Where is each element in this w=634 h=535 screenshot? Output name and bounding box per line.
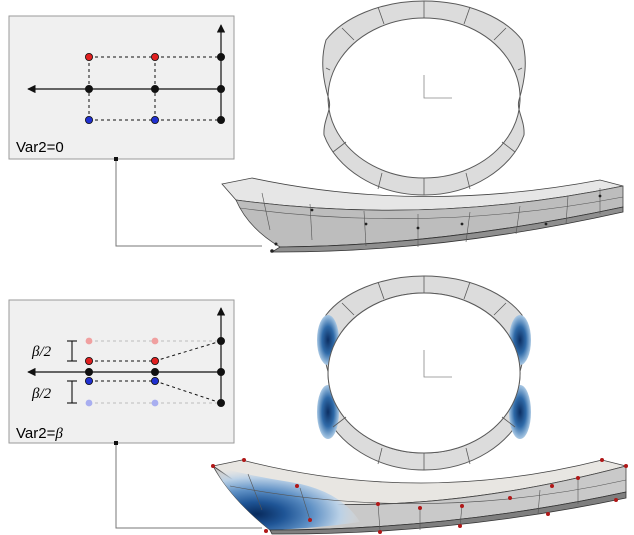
ring-bottom-segments: [332, 276, 516, 470]
ring-top-axes-glyph: [423, 75, 452, 99]
beam-top-control-points: [270, 194, 602, 253]
panel-bottom: β/2 β/2 Var2=β: [8, 299, 235, 444]
leader-line-bottom: [115, 443, 262, 529]
node-blue: [85, 376, 94, 385]
beam-bottom-bottom-edge: [269, 491, 627, 535]
panel-bottom-nodes: [85, 336, 225, 407]
beta-brackets: [67, 340, 77, 404]
beam-top: [221, 177, 624, 253]
leader-line-top: [115, 159, 262, 247]
beam-bottom-tail-deformation: [213, 466, 360, 530]
beam-bottom-mesh-lines: [229, 473, 627, 531]
node-blue-faded: [85, 399, 93, 407]
node-black: [216, 116, 225, 125]
node-black: [216, 398, 225, 407]
panel-top-nodes: [85, 53, 225, 125]
ring-bottom: [317, 275, 531, 471]
node-black: [150, 367, 159, 376]
node-black: [150, 85, 159, 94]
node-black: [85, 85, 94, 94]
panel-bottom-label: Var2=β: [16, 425, 63, 442]
ring-top-segments: [325, 1, 523, 195]
node-black: [216, 367, 225, 376]
ring-bottom-deformation-zones: [317, 315, 531, 439]
node-red-faded: [85, 337, 93, 345]
node-red-faded: [151, 337, 159, 345]
node-blue: [150, 116, 159, 125]
node-blue-faded: [151, 399, 159, 407]
beam-bottom-control-points: [211, 458, 628, 534]
panel-bottom-dashed-grid: [89, 340, 222, 404]
leader-anchor-bottom: [114, 441, 118, 445]
node-blue: [85, 116, 94, 125]
node-black: [216, 85, 225, 94]
beam-top-mesh-lines: [239, 188, 624, 247]
leader-anchor-top: [114, 157, 118, 161]
node-black: [85, 367, 94, 376]
ring-bottom-axes-glyph: [423, 350, 452, 378]
beta-half-lower-label: β/2: [31, 386, 52, 402]
ring-top: [322, 0, 526, 196]
node-red: [150, 53, 159, 62]
node-black: [216, 53, 225, 62]
panel-top: Var2=0: [8, 15, 235, 160]
panel-top-label: Var2=0: [16, 139, 64, 156]
node-blue: [150, 376, 159, 385]
beam-bottom: [211, 458, 628, 535]
node-red: [85, 356, 94, 365]
node-red: [85, 53, 94, 62]
beam-top-bottom-edge: [270, 206, 624, 253]
beta-half-upper-label: β/2: [31, 344, 52, 360]
node-black: [216, 336, 225, 345]
node-red: [150, 356, 159, 365]
panel-top-frame: [8, 15, 235, 160]
